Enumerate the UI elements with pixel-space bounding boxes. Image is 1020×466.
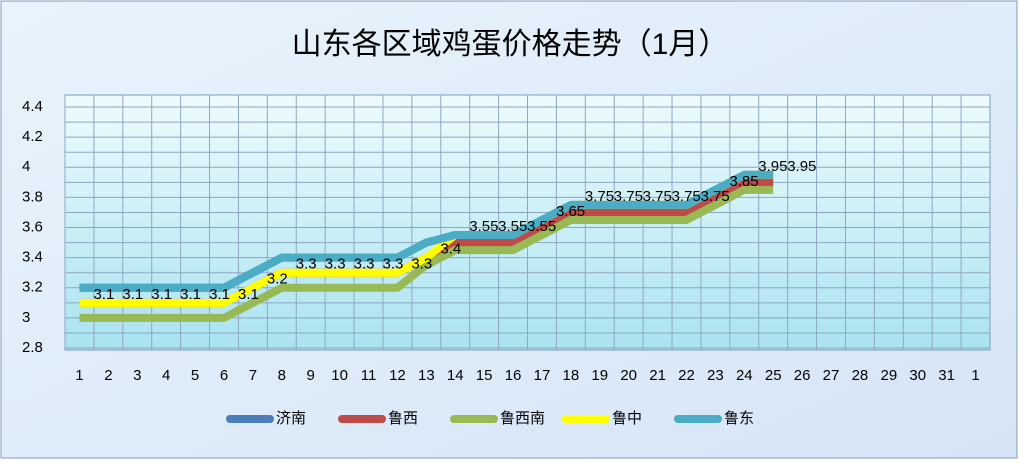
x-tick-label: 9 xyxy=(307,367,315,384)
y-tick-label: 4.4 xyxy=(22,98,43,115)
data-label: 3.55 xyxy=(469,218,498,235)
x-tick-label: 13 xyxy=(418,367,435,384)
legend-label: 鲁西南 xyxy=(500,410,545,427)
x-tick-label: 18 xyxy=(563,367,580,384)
data-label: 3.75 xyxy=(643,188,672,205)
x-tick-label: 23 xyxy=(707,367,724,384)
x-tick-label: 21 xyxy=(649,367,666,384)
series-line xyxy=(79,170,774,292)
x-tick-label: 25 xyxy=(765,367,782,384)
y-tick-label: 3.4 xyxy=(22,249,43,266)
legend-label: 鲁西 xyxy=(388,410,418,427)
x-tick-label: 1 xyxy=(75,367,83,384)
data-label: 3.55 xyxy=(498,218,527,235)
data-label: 3.95 xyxy=(758,158,787,175)
series-line xyxy=(79,185,774,322)
x-tick-label: 11 xyxy=(361,367,377,384)
x-tick-label: 31 xyxy=(938,367,955,384)
x-tick-label: 29 xyxy=(880,367,897,384)
y-tick-label: 2.8 xyxy=(22,339,43,356)
x-tick-label: 5 xyxy=(191,367,199,384)
y-tick-label: 3 xyxy=(22,309,30,326)
x-tick-label: 14 xyxy=(447,367,464,384)
x-tick-label: 16 xyxy=(505,367,522,384)
x-tick-label: 2 xyxy=(104,367,112,384)
x-tick-label: 20 xyxy=(620,367,637,384)
legend-label: 济南 xyxy=(276,410,306,427)
x-tick-label: 10 xyxy=(331,367,348,384)
data-label: 3.3 xyxy=(383,256,404,273)
data-label: 3.3 xyxy=(296,256,317,273)
x-tick-label: 15 xyxy=(476,367,493,384)
x-tick-label: 1 xyxy=(971,367,979,384)
x-tick-label: 27 xyxy=(823,367,840,384)
x-tick-label: 22 xyxy=(678,367,695,384)
x-tick-label: 6 xyxy=(220,367,228,384)
legend-label: 鲁东 xyxy=(724,410,754,427)
data-label: 3.3 xyxy=(411,256,432,273)
data-label: 3.1 xyxy=(209,286,230,303)
data-label: 3.3 xyxy=(325,256,346,273)
data-label: 3.2 xyxy=(267,271,288,288)
y-tick-label: 3.2 xyxy=(22,279,43,296)
data-label: 3.55 xyxy=(527,218,556,235)
data-label: 3.75 xyxy=(672,188,701,205)
x-tick-label: 4 xyxy=(162,367,170,384)
x-tick-label: 3 xyxy=(133,367,141,384)
data-label: 3.95 xyxy=(787,158,816,175)
legend-label: 鲁中 xyxy=(612,410,642,427)
x-tick-label: 24 xyxy=(736,367,753,384)
chart-title: 山东各区域鸡蛋价格走势（1月） xyxy=(292,28,729,61)
data-label: 3.75 xyxy=(700,188,729,205)
x-tick-label: 17 xyxy=(534,367,551,384)
x-tick-label: 28 xyxy=(852,367,869,384)
data-label: 3.3 xyxy=(354,256,375,273)
y-tick-label: 3.8 xyxy=(22,188,43,205)
y-tick-label: 3.6 xyxy=(22,218,43,235)
data-label: 3.1 xyxy=(122,286,143,303)
data-label: 3.1 xyxy=(180,286,201,303)
data-label: 3.85 xyxy=(729,173,758,190)
x-tick-label: 8 xyxy=(278,367,286,384)
data-label: 3.1 xyxy=(151,286,172,303)
data-label: 3.75 xyxy=(585,188,614,205)
y-tick-label: 4 xyxy=(22,158,30,175)
x-tick-label: 19 xyxy=(591,367,608,384)
x-tick-label: 30 xyxy=(909,367,926,384)
data-label: 3.4 xyxy=(440,241,461,258)
data-label: 3.75 xyxy=(614,188,643,205)
data-label: 3.65 xyxy=(556,203,585,220)
x-tick-label: 26 xyxy=(794,367,811,384)
x-tick-label: 7 xyxy=(249,367,257,384)
x-tick-label: 12 xyxy=(389,367,406,384)
data-label: 3.1 xyxy=(93,286,114,303)
data-label: 3.1 xyxy=(238,286,259,303)
y-tick-label: 4.2 xyxy=(22,128,43,145)
